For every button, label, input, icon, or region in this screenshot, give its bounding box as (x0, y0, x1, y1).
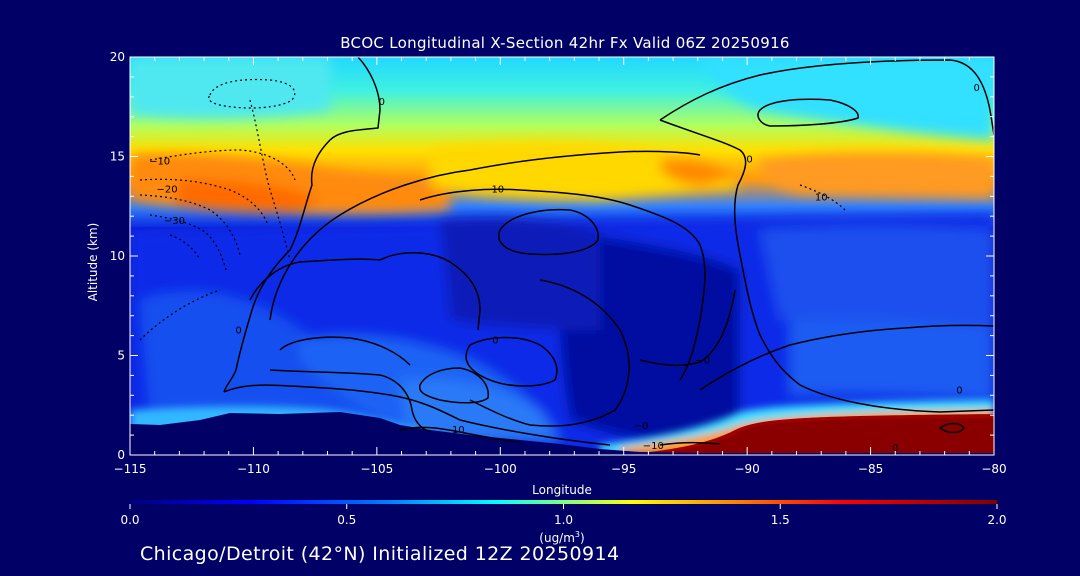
y-tick-label: 15 (110, 150, 125, 164)
y-tick-label: 0 (117, 448, 125, 462)
contour-label: −10 (643, 441, 664, 452)
colorbar-tick-label: 1.5 (771, 513, 790, 527)
contour-label: 0 (379, 97, 385, 108)
negative-contours (139, 78, 846, 341)
colorbar-tick-label: 2.0 (987, 513, 1006, 527)
colorbar (130, 500, 997, 504)
contour-label: 10 (452, 425, 465, 436)
contour-label: 0 (956, 385, 962, 396)
contour-label: −0 (634, 421, 649, 432)
contour-label: −20 (156, 184, 177, 195)
contour-label: 0 (974, 83, 980, 94)
x-tick-label: −100 (484, 462, 517, 476)
colorbar-unit-label: (ug/m3) (539, 530, 584, 545)
chart-title: BCOC Longitudinal X-Section 42hr Fx Vali… (340, 34, 790, 52)
contour-label: 0 (235, 326, 241, 337)
x-tick-label: −105 (360, 462, 393, 476)
contour-label: 0 (492, 336, 498, 347)
contour-label: 0 (892, 443, 898, 454)
x-tick-label: −80 (981, 462, 1006, 476)
contour-label: −10 (149, 156, 170, 167)
colorbar-tick-label: 1.0 (554, 513, 573, 527)
x-tick-label: −110 (237, 462, 270, 476)
colorbar-ticks: 0.0 0.5 1.0 1.5 2.0 (120, 504, 1007, 527)
x-tick-label: −85 (858, 462, 883, 476)
contour-lines (223, 57, 994, 446)
contour-label-layer: 0 0 0 0 0 0 0 −0 10 10 10 −10 −20 −30 −10 −0 (149, 83, 980, 454)
y-tick-label: 10 (110, 249, 125, 263)
x-axis-label: Longitude (532, 483, 592, 497)
contour-label: 10 (815, 192, 828, 203)
x-tick-label: −90 (734, 462, 759, 476)
colorbar-tick-label: 0.5 (337, 513, 356, 527)
y-axis-label: Altitude (km) (86, 223, 100, 302)
footer-caption: Chicago/Detroit (42°N) Initialized 12Z 2… (140, 543, 620, 565)
x-tick-label: −115 (114, 462, 147, 476)
colorbar-tick-label: 0.0 (120, 513, 139, 527)
contour-label: −0 (695, 355, 710, 366)
contour-label: 0 (746, 154, 752, 165)
contour-label: −30 (164, 216, 185, 227)
x-tick-label: −95 (611, 462, 636, 476)
heatmap-field (130, 57, 994, 455)
y-tick-label: 5 (117, 349, 125, 363)
contour-label: 10 (491, 184, 504, 195)
y-tick-label: 20 (110, 50, 125, 64)
